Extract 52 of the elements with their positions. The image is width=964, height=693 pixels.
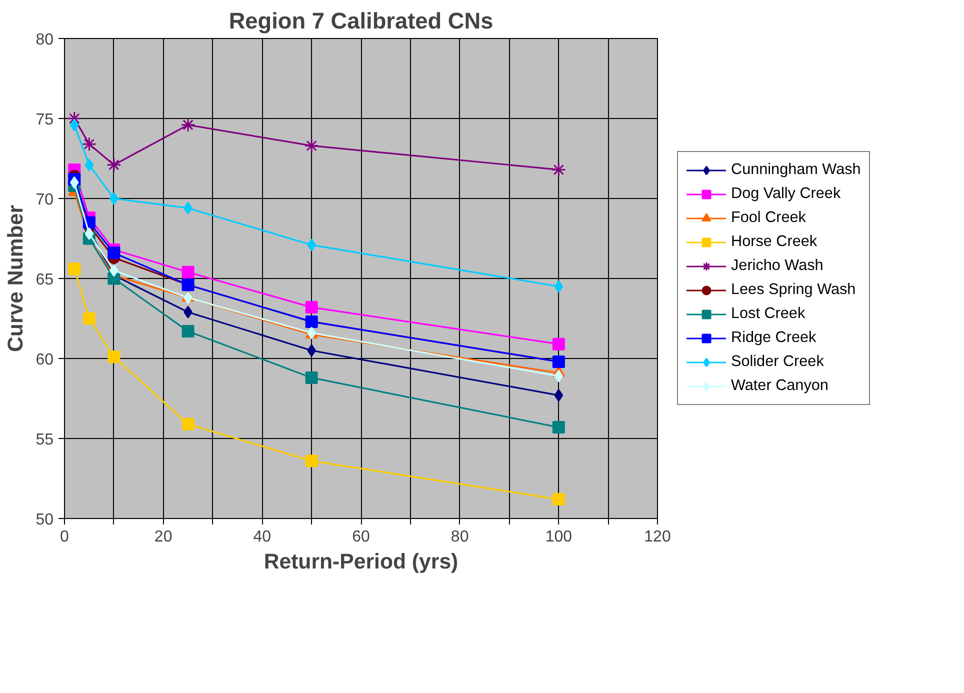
point bbox=[182, 418, 194, 430]
point bbox=[552, 421, 565, 434]
y-tick-label: 65 bbox=[36, 272, 54, 288]
point bbox=[84, 227, 94, 240]
point bbox=[551, 162, 566, 177]
point bbox=[106, 158, 122, 172]
legend-label: Lost Creek bbox=[731, 305, 806, 323]
x-tick-label: 100 bbox=[545, 528, 572, 546]
legend-label: Lees Spring Wash bbox=[731, 281, 856, 299]
point bbox=[554, 370, 564, 382]
point bbox=[108, 246, 120, 260]
legend-label: Water Canyon bbox=[731, 377, 828, 395]
point bbox=[554, 280, 564, 293]
x-tick-label: 120 bbox=[644, 528, 671, 546]
point bbox=[552, 493, 565, 506]
point bbox=[84, 158, 94, 172]
x-tick-label: 0 bbox=[60, 528, 70, 546]
legend-label: Cunningham Wash bbox=[731, 161, 861, 179]
x-axis-title: Return-Period (yrs) bbox=[264, 550, 458, 574]
point bbox=[180, 118, 196, 132]
point bbox=[108, 350, 120, 364]
point bbox=[70, 118, 79, 132]
y-tick-label: 50 bbox=[36, 512, 54, 528]
x-tick-label: 80 bbox=[450, 528, 469, 546]
chart-title: Region 7 Calibrated CNs bbox=[228, 8, 494, 34]
y-tick-label: 55 bbox=[36, 432, 54, 448]
y-tick-label: 60 bbox=[36, 352, 54, 368]
legend-label: Ridge Creek bbox=[731, 329, 816, 347]
point bbox=[82, 136, 96, 152]
legend-label: Horse Creek bbox=[731, 233, 818, 251]
point bbox=[305, 371, 318, 384]
x-tick-label: 60 bbox=[352, 528, 370, 546]
y-tick-label: 80 bbox=[36, 32, 54, 48]
point bbox=[304, 138, 319, 153]
x-tick-label: 20 bbox=[154, 528, 172, 546]
legend-label: Dog Vally Creek bbox=[731, 185, 841, 203]
legend-label: Fool Creek bbox=[731, 209, 806, 227]
point bbox=[67, 111, 82, 126]
point bbox=[182, 325, 194, 338]
x-tick-label: 40 bbox=[253, 528, 272, 546]
point bbox=[82, 312, 96, 325]
point bbox=[68, 262, 81, 276]
legend-label: Solider Creek bbox=[731, 353, 824, 371]
point bbox=[552, 338, 565, 350]
point bbox=[182, 266, 194, 278]
y-tick-label: 70 bbox=[36, 192, 54, 208]
point bbox=[305, 454, 318, 468]
legend-label: Jericho Wash bbox=[731, 257, 824, 275]
point bbox=[554, 389, 564, 402]
point bbox=[305, 301, 318, 314]
y-axis-title: Curve Number bbox=[4, 205, 28, 352]
y-tick-label: 75 bbox=[36, 112, 54, 128]
